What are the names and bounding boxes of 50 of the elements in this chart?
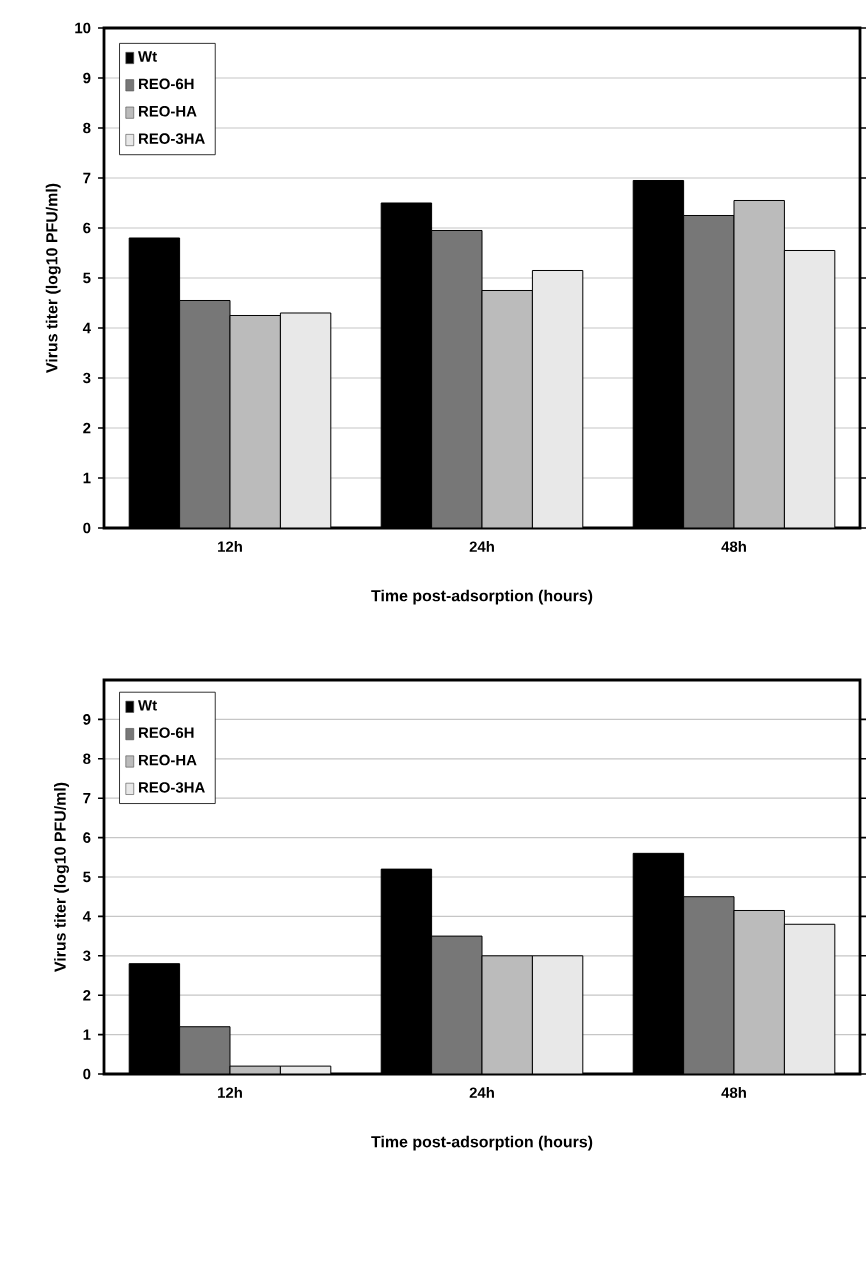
legend-label: REO-HA	[139, 105, 197, 117]
y-tick-label: 5	[83, 871, 91, 883]
y-tick-label: 5	[83, 272, 91, 284]
x-tick-label: 12h	[218, 541, 242, 552]
x-axis-title: Time post-adsorption (hours)	[371, 1135, 593, 1151]
bar	[229, 314, 281, 528]
y-tick-label: 8	[83, 753, 91, 765]
bar	[783, 249, 836, 528]
x-axis-title: Time post-adsorption (hours)	[371, 589, 593, 605]
y-tick-label: 1	[83, 472, 91, 484]
y-tick-label: 0	[83, 522, 91, 534]
x-tick-label: 48h	[721, 541, 746, 552]
y-tick-label: 6	[83, 222, 91, 234]
legend-label: REO-HA	[139, 754, 197, 766]
y-tick-label: 1	[83, 1029, 91, 1040]
bar	[279, 312, 332, 528]
x-tick-label: 12h	[218, 1087, 242, 1098]
y-tick-label: 10	[75, 22, 91, 34]
y-tick-label: 8	[83, 122, 91, 134]
x-tick-label: 24h	[469, 541, 494, 552]
bar	[683, 896, 735, 1074]
bar	[179, 1026, 231, 1074]
legend-label: Wt	[138, 700, 157, 711]
legend-label: REO-3HA	[139, 782, 205, 793]
legend-label: REO-6H	[139, 727, 194, 738]
bar	[481, 289, 533, 528]
bar	[532, 955, 583, 1074]
y-tick-label: 7	[83, 793, 91, 804]
y-axis-title: Virus titer (log10 PFU/ml)	[45, 183, 61, 373]
y-tick-label: 3	[83, 950, 91, 962]
y-tick-label: 6	[83, 832, 91, 843]
legend-label: REO-6H	[139, 78, 194, 90]
bar	[783, 923, 836, 1074]
y-tick-label: 9	[83, 72, 91, 84]
y-tick-label: 4	[82, 911, 91, 922]
bar	[482, 955, 533, 1074]
legend-label: Wt	[138, 51, 157, 62]
y-tick-label: 9	[83, 714, 91, 725]
bar	[531, 269, 584, 528]
y-tick-label: 4	[82, 322, 91, 334]
x-tick-label: 24h	[469, 1087, 494, 1098]
y-tick-label: 2	[83, 422, 91, 434]
legend-label: REO-3HA	[139, 133, 205, 144]
y-tick-label: 3	[83, 372, 91, 384]
x-tick-label: 48h	[721, 1087, 746, 1098]
y-axis-title: Virus titer (log10 PFU/ml)	[54, 782, 69, 972]
y-tick-label: 2	[83, 989, 91, 1001]
y-tick-label: 0	[83, 1068, 91, 1080]
y-tick-label: 7	[83, 172, 91, 184]
bar	[431, 936, 483, 1074]
